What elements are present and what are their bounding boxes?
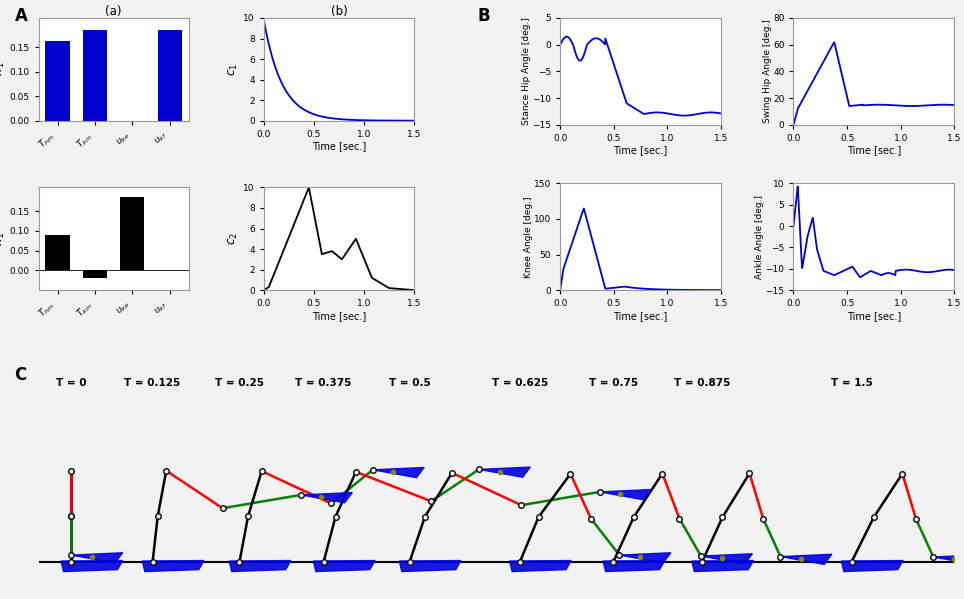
Text: B: B bbox=[477, 7, 490, 25]
Bar bbox=[120, 197, 145, 270]
Polygon shape bbox=[781, 554, 832, 564]
Y-axis label: $w_1$: $w_1$ bbox=[0, 61, 7, 77]
Text: T = 0.75: T = 0.75 bbox=[589, 378, 638, 388]
Bar bbox=[83, 30, 107, 120]
Text: T = 0.5: T = 0.5 bbox=[388, 378, 431, 388]
Y-axis label: $c_2$: $c_2$ bbox=[228, 232, 240, 245]
Polygon shape bbox=[301, 492, 352, 503]
Text: T = 0.25: T = 0.25 bbox=[215, 378, 264, 388]
Polygon shape bbox=[479, 467, 530, 477]
Y-axis label: Stance Hip Angle [deg.]: Stance Hip Angle [deg.] bbox=[522, 17, 531, 125]
X-axis label: Time [sec.]: Time [sec.] bbox=[613, 146, 668, 156]
Polygon shape bbox=[603, 561, 664, 571]
Polygon shape bbox=[620, 553, 671, 563]
Text: A: A bbox=[14, 7, 27, 25]
X-axis label: Time [sec.]: Time [sec.] bbox=[846, 311, 901, 321]
Polygon shape bbox=[933, 555, 964, 565]
Polygon shape bbox=[71, 553, 122, 563]
Y-axis label: $c_1$: $c_1$ bbox=[228, 63, 240, 76]
Polygon shape bbox=[842, 561, 903, 571]
Text: C: C bbox=[14, 367, 27, 385]
Y-axis label: $w_2$: $w_2$ bbox=[0, 231, 7, 247]
X-axis label: Time [sec.]: Time [sec.] bbox=[613, 311, 668, 321]
Text: T = 0.125: T = 0.125 bbox=[124, 378, 180, 388]
Y-axis label: Knee Angle [deg.]: Knee Angle [deg.] bbox=[523, 196, 532, 277]
Text: T = 0.875: T = 0.875 bbox=[674, 378, 731, 388]
Polygon shape bbox=[399, 561, 461, 571]
X-axis label: Time [sec.]: Time [sec.] bbox=[311, 141, 366, 152]
Text: T = 0: T = 0 bbox=[56, 378, 87, 388]
Polygon shape bbox=[692, 561, 754, 571]
Polygon shape bbox=[510, 561, 572, 571]
X-axis label: Time [sec.]: Time [sec.] bbox=[311, 311, 366, 321]
Bar bbox=[83, 270, 107, 279]
Polygon shape bbox=[143, 561, 204, 571]
Bar bbox=[157, 30, 182, 120]
Text: T = 0.375: T = 0.375 bbox=[295, 378, 352, 388]
Polygon shape bbox=[701, 553, 752, 564]
Title: (a): (a) bbox=[105, 5, 121, 18]
Polygon shape bbox=[313, 561, 375, 571]
Bar bbox=[45, 235, 69, 270]
Polygon shape bbox=[61, 561, 122, 571]
Polygon shape bbox=[373, 467, 424, 477]
Text: T = 1.5: T = 1.5 bbox=[831, 378, 872, 388]
Bar bbox=[45, 41, 69, 120]
Text: T = 0.625: T = 0.625 bbox=[492, 378, 548, 388]
Polygon shape bbox=[229, 561, 291, 571]
Y-axis label: Swing Hip Angle [deg.]: Swing Hip Angle [deg.] bbox=[763, 19, 771, 123]
Polygon shape bbox=[600, 489, 651, 500]
Title: (b): (b) bbox=[331, 5, 347, 18]
Y-axis label: Ankle Angle [deg.]: Ankle Angle [deg.] bbox=[755, 195, 764, 279]
X-axis label: Time [sec.]: Time [sec.] bbox=[846, 146, 901, 156]
